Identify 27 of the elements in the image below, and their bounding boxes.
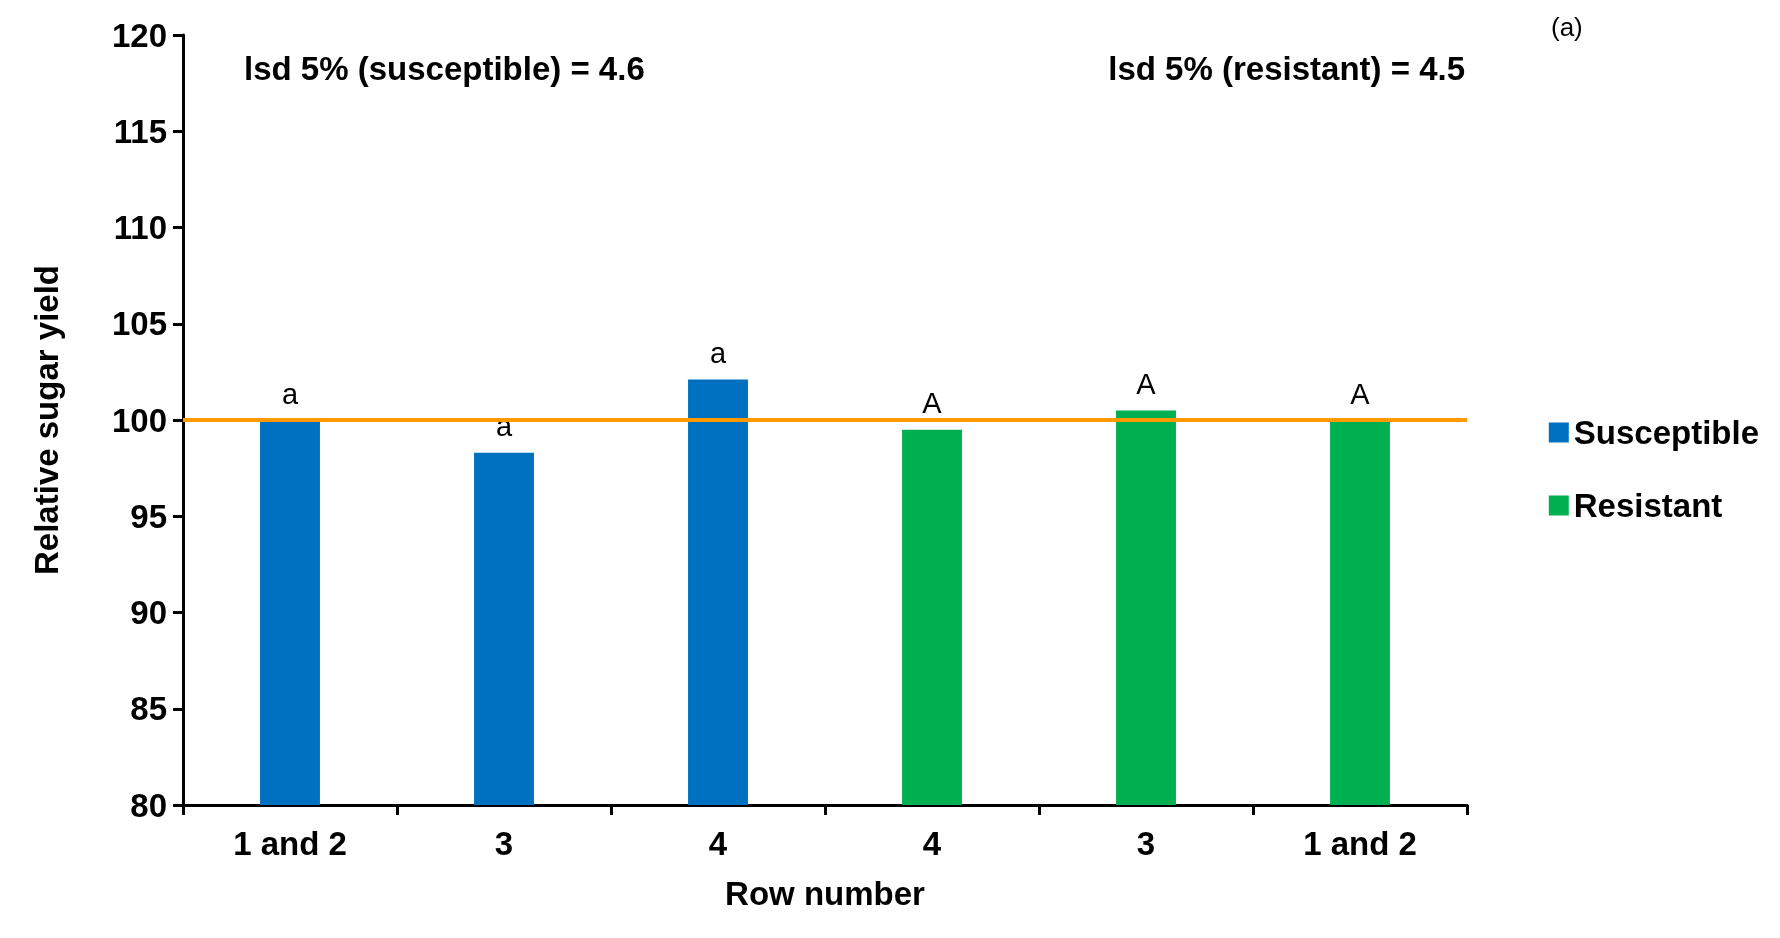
y-tick-label: 120 xyxy=(111,16,167,54)
x-tick-label: 3 xyxy=(494,825,514,862)
annotation: lsd 5% (resistant) = 4.5 xyxy=(1108,50,1465,87)
data-label: a xyxy=(281,377,299,410)
y-tick-label: 95 xyxy=(130,497,167,535)
y-axis-title: Relative sugar yield xyxy=(28,265,65,575)
text: (a) xyxy=(1551,12,1583,42)
x-tick-label: 1 and 2 xyxy=(233,825,347,862)
x-tick-label: 3 xyxy=(1136,825,1156,862)
x-tick-label: 4 xyxy=(708,825,728,862)
data-label: a xyxy=(709,337,727,370)
x-axis-title: Row number xyxy=(725,875,926,912)
annotation: lsd 5% (susceptible) = 4.6 xyxy=(244,50,645,87)
data-label: A xyxy=(1136,367,1157,400)
y-tick-label: 110 xyxy=(113,209,167,246)
y-tick-label: 85 xyxy=(130,690,167,728)
y-tick-label: 105 xyxy=(111,305,167,343)
y-tick-label: 90 xyxy=(130,594,167,631)
y-tick-label: 80 xyxy=(130,786,167,824)
legend-label: Resistant xyxy=(1573,487,1723,524)
y-tick-label: 115 xyxy=(113,112,167,150)
x-tick-label: 4 xyxy=(922,825,942,862)
y-tick-label: 100 xyxy=(111,401,167,439)
data-label: A xyxy=(922,387,943,420)
x-tick-label: 1 and 2 xyxy=(1303,825,1417,862)
legend-label: Susceptible xyxy=(1573,414,1760,451)
data-label: A xyxy=(1350,377,1371,410)
